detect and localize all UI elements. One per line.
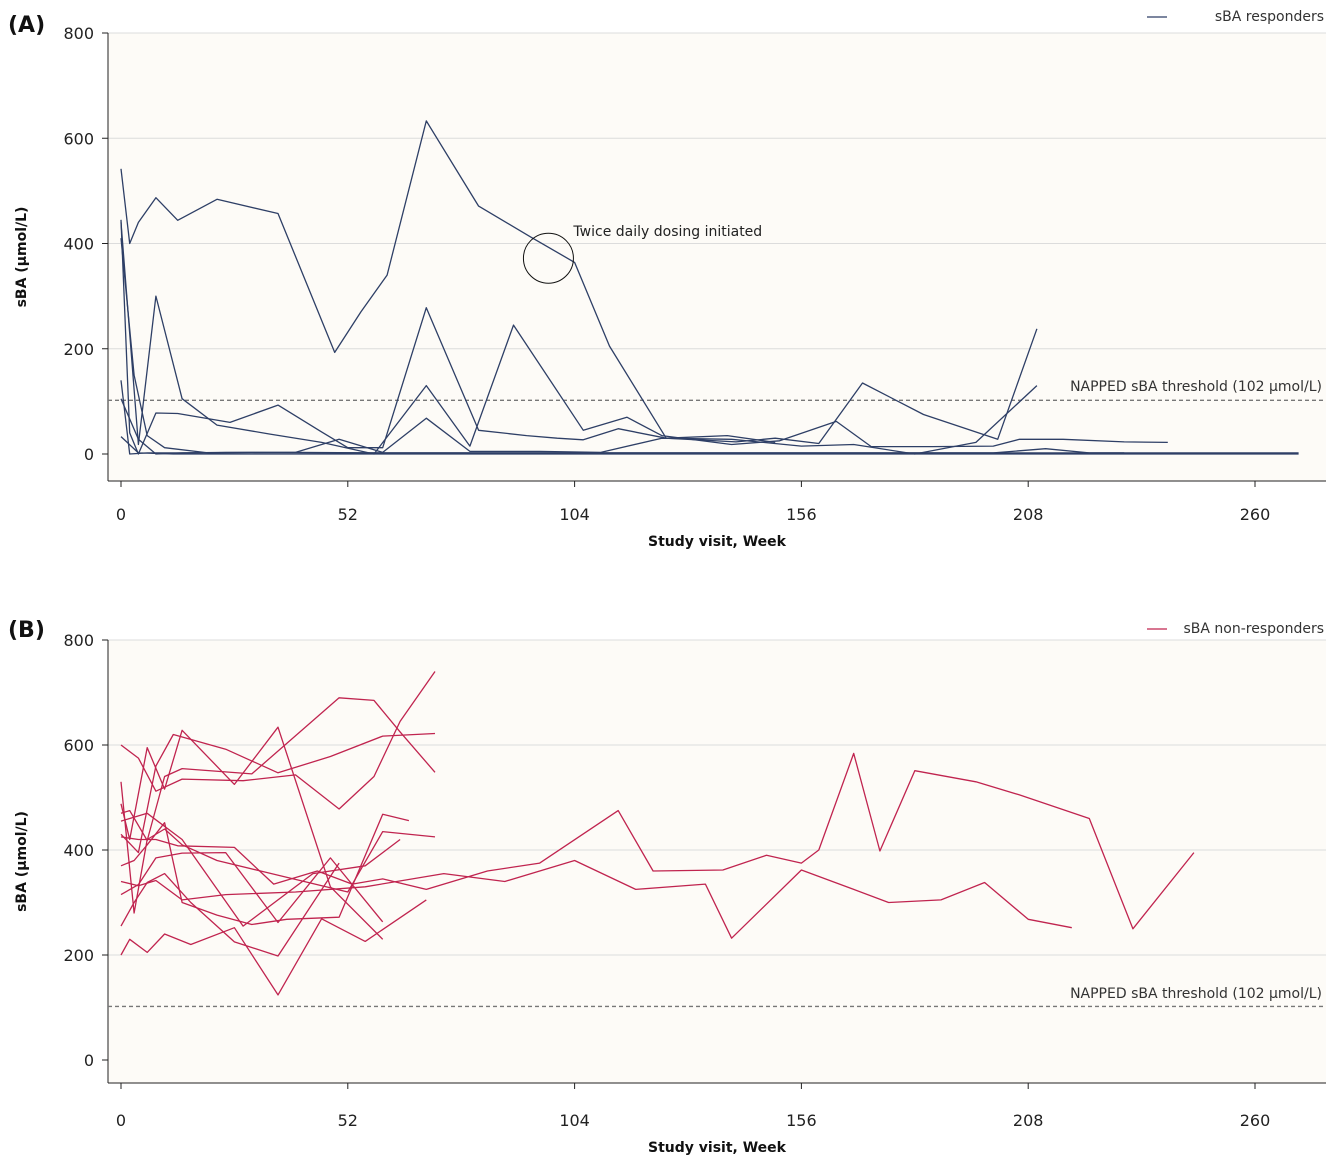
series-line — [120, 732, 436, 854]
panel-label: (A) — [8, 13, 45, 38]
y-axis-title: sBA (µmol/L) — [14, 207, 30, 308]
panel-label: (B) — [8, 618, 45, 643]
series-line — [120, 859, 1072, 939]
y-tick-label: 600 — [63, 129, 94, 148]
x-tick-label: 104 — [559, 1111, 590, 1130]
y-tick-label: 400 — [63, 235, 94, 254]
y-tick-label: 600 — [63, 736, 94, 755]
x-tick-label: 52 — [338, 1111, 358, 1130]
series-line — [120, 862, 340, 957]
series-line — [120, 120, 1038, 445]
series-line — [120, 671, 436, 810]
x-axis-title: Study visit, Week — [648, 1140, 787, 1155]
x-tick-label: 260 — [1240, 1111, 1271, 1130]
series-line — [120, 726, 384, 940]
series-line — [120, 752, 1195, 930]
series-line — [120, 219, 776, 455]
series-line — [120, 812, 401, 927]
legend: sBA responders — [1147, 9, 1324, 25]
series-line — [120, 851, 384, 924]
x-tick-label: 208 — [1013, 1111, 1044, 1130]
x-tick-label: 156 — [786, 1111, 817, 1130]
x-axis-title: Study visit, Week — [648, 534, 787, 550]
legend-label: sBA responders — [1215, 9, 1324, 25]
x-tick-label: 104 — [559, 505, 590, 524]
y-tick-label: 400 — [63, 841, 94, 860]
x-tick-label: 0 — [116, 1111, 126, 1130]
y-axis-title: sBA (µmol/L) — [14, 811, 30, 912]
series-line — [120, 697, 436, 842]
y-tick-label: 200 — [63, 946, 94, 965]
chart-panel-a: 0 200 400 600 800 0 52 104 156 208 260 (A) Study vis… — [8, 9, 1326, 550]
x-tick-label: 0 — [116, 505, 126, 524]
x-tick-label: 260 — [1240, 505, 1271, 524]
threshold-label: NAPPED sBA threshold (102 µmol/L) — [1070, 986, 1322, 1002]
y-tick-label: 0 — [84, 445, 94, 464]
series-line — [120, 899, 427, 996]
y-tick-label: 200 — [63, 340, 94, 359]
x-tick-label: 156 — [786, 505, 817, 524]
x-tick-label: 52 — [338, 505, 358, 524]
y-tick-label: 0 — [84, 1051, 94, 1070]
x-tick-label: 208 — [1013, 505, 1044, 524]
annotation-label: Twice daily dosing initiated — [572, 224, 762, 240]
series-line — [120, 238, 1125, 454]
threshold-label: NAPPED sBA threshold (102 µmol/L) — [1070, 379, 1322, 395]
plot-area — [108, 33, 1326, 481]
y-tick-label: 800 — [63, 24, 94, 43]
legend-label: sBA non-responders — [1183, 621, 1324, 637]
series-line — [120, 781, 436, 914]
annotation-circle — [522, 232, 574, 284]
series-line — [120, 222, 1168, 455]
legend: sBA non-responders — [1147, 621, 1324, 637]
plot-area — [108, 640, 1326, 1083]
series-line — [120, 436, 1299, 455]
chart-panel-b: 0 200 400 600 800 0 52 104 156 208 260 (B) Study vis… — [8, 618, 1326, 1155]
y-tick-label: 800 — [63, 631, 94, 650]
